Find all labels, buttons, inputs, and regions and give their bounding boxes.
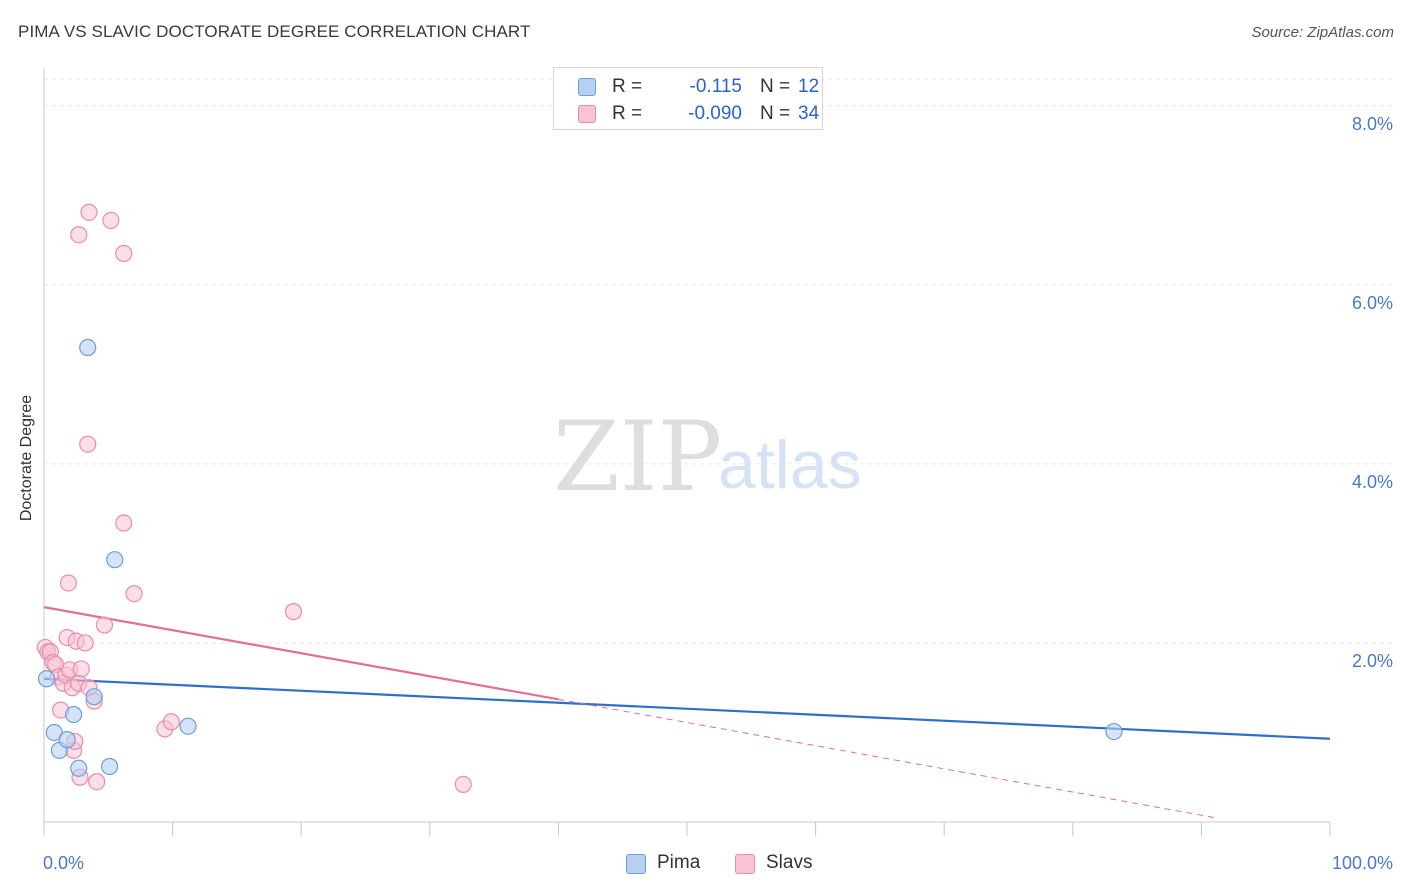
trend-lines: [43, 606, 1331, 819]
axes: [43, 68, 1331, 836]
slavs-point: [115, 244, 133, 263]
slavs-point: [72, 660, 90, 678]
y-tick-label: 4.0%: [1352, 472, 1393, 492]
pima-point: [37, 670, 56, 688]
slavs-point: [88, 773, 106, 791]
x-tick-label: 100.0%: [1332, 853, 1393, 873]
slavs-point: [79, 435, 97, 453]
pima-point: [1105, 722, 1123, 741]
pima-point: [85, 688, 103, 706]
pima-point: [45, 723, 63, 742]
r-value: -0.115: [689, 76, 742, 97]
pima-legend-swatch-icon: [626, 854, 646, 874]
watermark: ZIP atlas: [553, 401, 862, 513]
slavs-point: [284, 603, 303, 621]
y-tick-label: 6.0%: [1352, 293, 1393, 313]
slavs-legend-swatch-icon: [735, 854, 755, 874]
slavs-point: [125, 585, 143, 603]
pima-trend-line: [43, 677, 1331, 740]
watermark-atlas: atlas: [718, 427, 862, 503]
pima-point: [70, 759, 88, 777]
slavs-trend-extension: [558, 698, 1215, 819]
slavs-point: [454, 775, 472, 794]
n-value: 34: [798, 103, 820, 124]
legend-label: Slavs: [766, 852, 813, 873]
pima-point: [100, 757, 119, 776]
slavs-trend-line: [43, 606, 559, 701]
n-value: 12: [798, 76, 820, 97]
pima-point: [106, 551, 124, 569]
slavs-point: [162, 713, 180, 731]
chart-title: PIMA VS SLAVIC DOCTORATE DEGREE CORRELAT…: [18, 22, 531, 41]
pima-point: [58, 731, 76, 749]
slavs-point: [102, 211, 120, 229]
tick-labels: 2.0% 4.0% 6.0% 8.0% 0.0% 100.0%: [43, 114, 1393, 873]
pima-point: [64, 705, 83, 724]
data-points: [36, 203, 1123, 794]
y-tick-label: 2.0%: [1352, 651, 1393, 671]
gridlines: [44, 78, 1392, 644]
watermark-zip: ZIP: [553, 401, 722, 513]
n-label: N =: [760, 76, 791, 97]
legend-label: Pima: [657, 852, 701, 873]
r-label: R =: [612, 103, 643, 124]
slavs-point: [95, 616, 114, 634]
slavs-point: [80, 203, 98, 221]
slavs-point: [70, 226, 88, 244]
slavs-point: [115, 514, 133, 532]
slavs-point: [76, 634, 94, 652]
pima-point: [79, 338, 97, 357]
slavs-point: [59, 574, 78, 592]
slavs-swatch-icon: [578, 105, 596, 123]
r-label: R =: [612, 76, 643, 97]
x-tick-label: 0.0%: [43, 853, 84, 873]
source-attribution: Source: ZipAtlas.com: [1251, 24, 1394, 41]
pima-swatch-icon: [578, 78, 596, 96]
n-label: N =: [760, 103, 791, 124]
pima-point: [179, 717, 197, 735]
r-value: -0.090: [688, 103, 742, 124]
correlation-stats-box: R = -0.115 N = 12 R = -0.090 N = 34: [553, 67, 823, 130]
y-tick-label: 8.0%: [1352, 114, 1393, 134]
